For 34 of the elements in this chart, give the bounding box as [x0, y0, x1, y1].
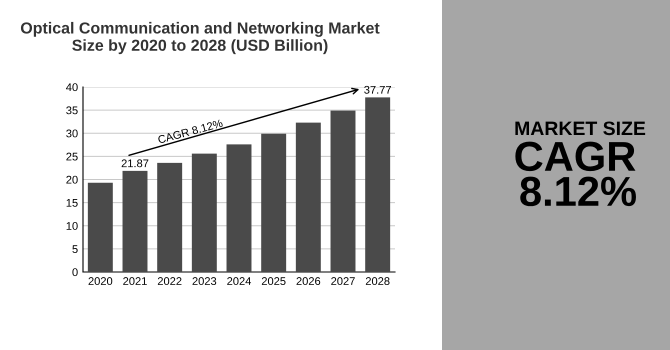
text: 8.12% [520, 176, 636, 206]
data-label: 21.87 [122, 159, 148, 168]
chart-title: Optical Communication and Networking Market Size by 2020 to 2028 (USD Billion) [20, 22, 380, 54]
y-tick-label: 25 [66, 152, 78, 161]
x-tick-label: 2021 [123, 277, 147, 286]
data-label: 37.77 [364, 86, 392, 94]
y-tick-label: 35 [66, 106, 78, 114]
bar [261, 134, 286, 272]
x-tick-label: 2026 [296, 277, 320, 286]
bar [122, 170, 148, 272]
bar [192, 154, 217, 272]
y-tick-label: 0 [72, 268, 78, 276]
x-tick-label: 2020 [88, 277, 112, 286]
bar [88, 182, 113, 272]
x-tick-label: 2028 [366, 277, 390, 286]
bar [330, 110, 356, 272]
bar [157, 162, 182, 272]
x-tick-label: 2022 [158, 277, 182, 286]
bar [365, 97, 390, 272]
y-tick-label: 20 [66, 176, 78, 184]
text: MARKET SIZE [515, 121, 646, 136]
text: CAGR [515, 142, 636, 172]
bar [226, 144, 252, 272]
x-tick-label: 2027 [331, 277, 355, 286]
x-tick-label: 2024 [227, 277, 252, 286]
x-tick-label: 2023 [192, 277, 216, 286]
y-tick-label: 10 [66, 222, 78, 230]
x-tick-label: 2025 [262, 277, 286, 286]
bar [296, 122, 321, 272]
y-tick-label: 5 [72, 245, 78, 254]
y-tick-label: 15 [66, 199, 78, 207]
y-tick-label: 30 [66, 130, 78, 138]
y-tick-label: 40 [66, 83, 78, 92]
annotation: CAGR 8.12% [158, 119, 224, 144]
